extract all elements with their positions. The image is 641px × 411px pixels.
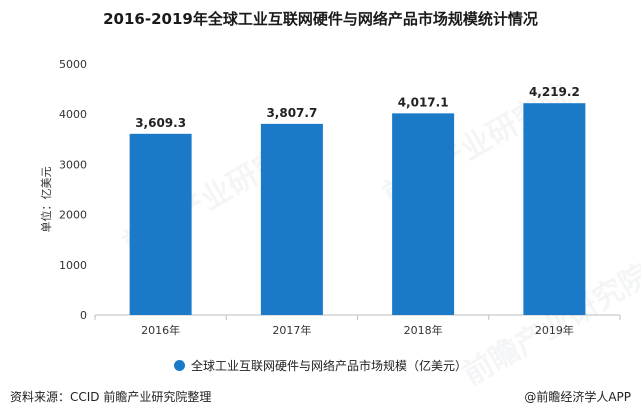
y-axis-label: 单位：亿美元 <box>39 167 53 233</box>
legend-marker <box>173 360 185 371</box>
y-tick-label: 0 <box>80 309 87 322</box>
x-tick-label: 2018年 <box>404 323 443 337</box>
legend: 全球工业互联网硬件与网络产品市场规模（亿美元） <box>0 357 641 374</box>
y-tick-label: 2000 <box>59 209 87 222</box>
bar <box>129 133 192 315</box>
y-tick-label: 5000 <box>59 58 87 71</box>
y-tick-label: 1000 <box>59 259 87 272</box>
credit-note: @前瞻经济学人APP <box>524 390 631 404</box>
data-label: 4,017.1 <box>398 95 449 109</box>
data-label: 3,807.7 <box>266 106 317 120</box>
y-tick-label: 4000 <box>59 108 87 121</box>
legend-label: 全球工业互联网硬件与网络产品市场规模（亿美元） <box>190 359 467 373</box>
bar-chart: 0 1000 2000 3000 4000 5000 单位：亿美元 3,609.3 2016年 3… <box>39 58 621 337</box>
x-tick-label: 2017年 <box>272 323 311 337</box>
bar <box>260 123 323 316</box>
data-label: 4,219.2 <box>529 85 580 99</box>
data-label: 3,609.3 <box>135 116 186 130</box>
y-tick-label: 3000 <box>59 158 87 171</box>
bar <box>392 113 455 315</box>
x-tick-label: 2016年 <box>141 323 180 337</box>
x-tick-label: 2019年 <box>535 323 574 337</box>
source-note: 资料来源：CCID 前瞻产业研究院整理 <box>10 390 212 404</box>
bar <box>523 103 586 315</box>
chart-title: 2016-2019年全球工业互联网硬件与网络产品市场规模统计情况 <box>103 10 538 28</box>
